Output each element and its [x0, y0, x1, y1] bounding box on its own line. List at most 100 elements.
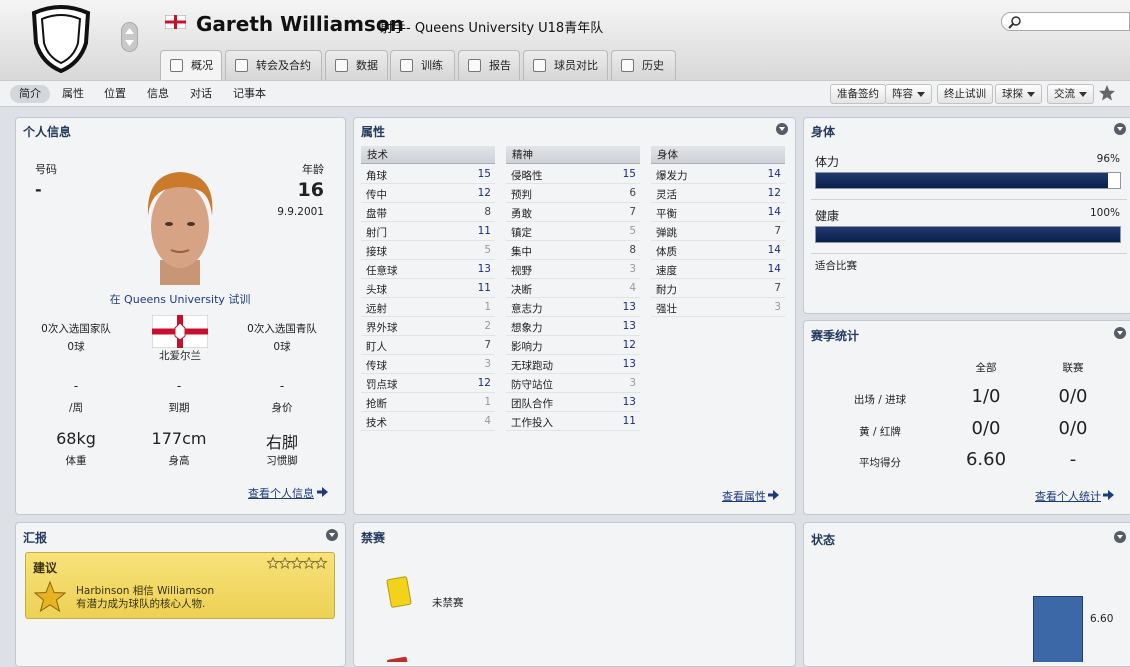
panel-menu[interactable]: [776, 123, 788, 135]
rating-star: [303, 557, 315, 569]
form-value-label: 6.60: [1090, 613, 1114, 625]
attribute-value: 13: [622, 320, 636, 332]
form-bar: [1033, 596, 1083, 662]
tab[interactable]: 训练: [390, 50, 455, 80]
tab[interactable]: 历史: [611, 50, 676, 80]
panel-menu[interactable]: [326, 529, 338, 541]
panel-title: 状态: [811, 533, 836, 547]
tab[interactable]: 报告: [458, 50, 520, 80]
condition-bar: [816, 173, 1108, 188]
nation-flag: [152, 315, 208, 348]
attribute-name: 灵活: [656, 189, 677, 201]
advice-star: [34, 581, 66, 612]
panel-menu[interactable]: [1114, 531, 1126, 543]
youth-goals: 0球: [273, 341, 291, 353]
action-button[interactable]: 阵容: [885, 84, 932, 104]
advice-line: Harbinson 相信 Williamson: [76, 585, 215, 597]
stats-value: 0/0: [1058, 386, 1088, 407]
season-link[interactable]: 查看个人统计: [1035, 490, 1101, 503]
photo-eye: [165, 222, 173, 226]
attribute-name: 工作投入: [511, 417, 553, 429]
card-shape: [387, 656, 411, 662]
attribute-name: 传球: [366, 360, 387, 372]
attributes-link[interactable]: 查看属性: [722, 490, 766, 503]
action-button[interactable]: 终止试训: [937, 84, 993, 104]
condition-label: 体力: [815, 155, 840, 169]
arrow-shape: [768, 490, 779, 500]
attribute-value: 8: [484, 206, 491, 218]
favourite-star[interactable]: [1098, 84, 1116, 102]
attribute-name: 弹跳: [656, 227, 677, 239]
subnav-item[interactable]: 记事本: [233, 87, 266, 100]
stats-value: 6.60: [965, 449, 1007, 470]
stats-value: 0/0: [971, 417, 1001, 439]
subnav-item[interactable]: 对话: [190, 87, 212, 100]
action-button[interactable]: 交流: [1047, 84, 1094, 104]
attribute-value: 13: [622, 396, 636, 408]
attribute-row: [506, 222, 640, 241]
attribute-group-header: 技术: [361, 146, 495, 164]
search-box[interactable]: [1001, 12, 1130, 31]
senior-caps: 0次入选国家队: [41, 323, 111, 335]
tab[interactable]: 球员对比: [523, 50, 608, 80]
tab-icon: [468, 59, 481, 72]
subnav-item[interactable]: 信息: [147, 87, 169, 100]
physique-label: 体重: [65, 455, 87, 467]
attribute-value: 3: [629, 377, 636, 389]
contract-value: -: [176, 379, 182, 393]
subnav-item[interactable]: 属性: [62, 87, 84, 100]
trial-status: 在 Queens University 试训: [109, 293, 251, 306]
attribute-value: 8: [629, 244, 636, 256]
tab[interactable]: 转会及合约: [225, 50, 322, 80]
panel-menu[interactable]: [1114, 123, 1126, 135]
contract-label: /周: [68, 402, 84, 414]
attribute-value: 1: [484, 396, 491, 408]
attribute-row: [361, 317, 495, 336]
attribute-name: 决断: [511, 284, 532, 296]
crest-shield: [31, 5, 91, 73]
attribute-value: 15: [477, 168, 491, 180]
attribute-row: [361, 412, 495, 431]
attribute-row: [651, 184, 785, 203]
condition-bar: [816, 227, 1120, 242]
attribute-value: 12: [477, 187, 491, 199]
photo-hair: [147, 172, 213, 216]
shirt-number: -: [35, 180, 42, 199]
panel-title: 赛季统计: [811, 329, 860, 343]
tab[interactable]: 数据: [325, 50, 388, 80]
attribute-name: 集中: [511, 246, 532, 258]
attribute-row: [361, 184, 495, 203]
photo-mouth: [170, 249, 190, 253]
player-subtitle: 射手- Queens University U18青年队: [380, 21, 604, 36]
advice-title: 建议: [33, 561, 58, 575]
panel-menu[interactable]: [1114, 327, 1126, 339]
tab[interactable]: 概况: [160, 50, 222, 80]
menu-arrow: [917, 92, 925, 97]
subnav-item[interactable]: 简介: [10, 85, 50, 103]
attribute-value: 3: [774, 301, 781, 313]
physique-value: 177cm: [151, 429, 207, 448]
personal-link[interactable]: 查看个人信息: [248, 487, 314, 500]
action-button[interactable]: 球探: [995, 84, 1042, 104]
star-shape: [1099, 85, 1115, 101]
attribute-row: [506, 374, 640, 393]
menu-arrow: [1027, 92, 1035, 97]
subnav-item[interactable]: 位置: [104, 87, 126, 100]
player-switcher[interactable]: [121, 22, 138, 52]
attribute-name: 想象力: [511, 322, 543, 334]
rating-star: [267, 557, 279, 569]
attribute-value: 14: [767, 263, 781, 275]
flag-badge: [174, 322, 186, 341]
attribute-value: 13: [477, 263, 491, 275]
attribute-row: [651, 279, 785, 298]
attribute-name: 盯人: [366, 341, 387, 353]
attribute-value: 14: [767, 206, 781, 218]
attribute-row: [506, 184, 640, 203]
action-button[interactable]: 准备签约: [830, 84, 886, 104]
attribute-value: 13: [622, 301, 636, 313]
attribute-name: 爆发力: [656, 170, 688, 182]
attribute-name: 勇敢: [511, 208, 532, 220]
attribute-name: 意志力: [511, 303, 543, 315]
condition-label: 健康: [815, 209, 840, 223]
